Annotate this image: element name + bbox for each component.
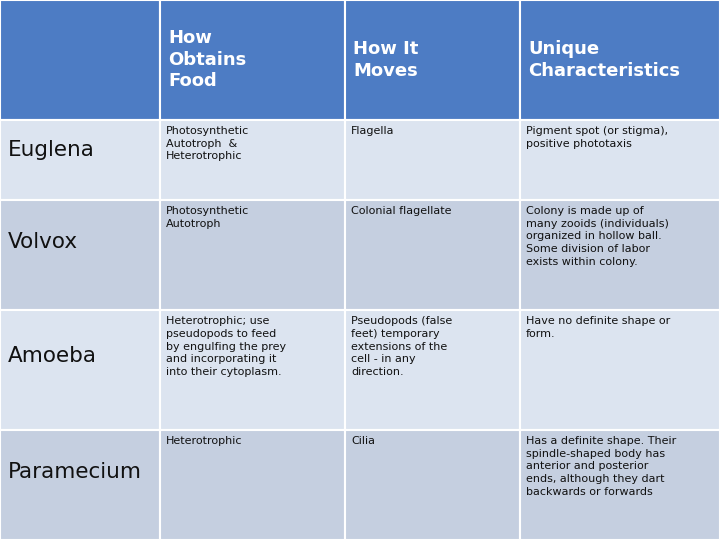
Text: Pigment spot (or stigma),
positive phototaxis: Pigment spot (or stigma), positive photo… <box>526 126 668 148</box>
Bar <box>345 430 520 540</box>
Text: Cilia: Cilia <box>351 436 375 446</box>
Text: Unique
Characteristics: Unique Characteristics <box>528 40 680 80</box>
Bar <box>520 200 720 310</box>
Text: How
Obtains
Food: How Obtains Food <box>168 30 246 90</box>
Text: Heterotrophic; use
pseudopods to feed
by engulfing the prey
and incorporating it: Heterotrophic; use pseudopods to feed by… <box>166 316 286 377</box>
Text: Heterotrophic: Heterotrophic <box>166 436 243 446</box>
Bar <box>160 0 345 120</box>
Text: Flagella: Flagella <box>351 126 395 136</box>
Bar <box>520 430 720 540</box>
Bar <box>0 310 160 430</box>
Text: Pseudopods (false
feet) temporary
extensions of the
cell - in any
direction.: Pseudopods (false feet) temporary extens… <box>351 316 452 377</box>
Bar <box>345 120 520 200</box>
Text: Amoeba: Amoeba <box>8 346 97 366</box>
Text: Photosynthetic
Autotroph: Photosynthetic Autotroph <box>166 206 249 228</box>
Text: Colonial flagellate: Colonial flagellate <box>351 206 451 216</box>
Bar <box>0 430 160 540</box>
Bar <box>520 0 720 120</box>
Bar <box>160 120 345 200</box>
Text: How It
Moves: How It Moves <box>353 40 418 80</box>
Text: Have no definite shape or
form.: Have no definite shape or form. <box>526 316 670 339</box>
Bar <box>345 0 520 120</box>
Bar <box>0 0 160 120</box>
Text: Has a definite shape. Their
spindle-shaped body has
anterior and posterior
ends,: Has a definite shape. Their spindle-shap… <box>526 436 676 497</box>
Bar <box>520 310 720 430</box>
Text: Volvox: Volvox <box>8 232 78 252</box>
Text: Photosynthetic
Autotroph  &
Heterotrophic: Photosynthetic Autotroph & Heterotrophic <box>166 126 249 161</box>
Bar <box>160 200 345 310</box>
Bar <box>0 120 160 200</box>
Bar <box>160 430 345 540</box>
Bar <box>0 200 160 310</box>
Text: Colony is made up of
many zooids (individuals)
organized in hollow ball.
Some di: Colony is made up of many zooids (indivi… <box>526 206 669 267</box>
Text: Euglena: Euglena <box>8 140 95 160</box>
Bar <box>345 310 520 430</box>
Bar <box>160 310 345 430</box>
Bar <box>520 120 720 200</box>
Text: Paramecium: Paramecium <box>8 462 142 482</box>
Bar <box>345 200 520 310</box>
